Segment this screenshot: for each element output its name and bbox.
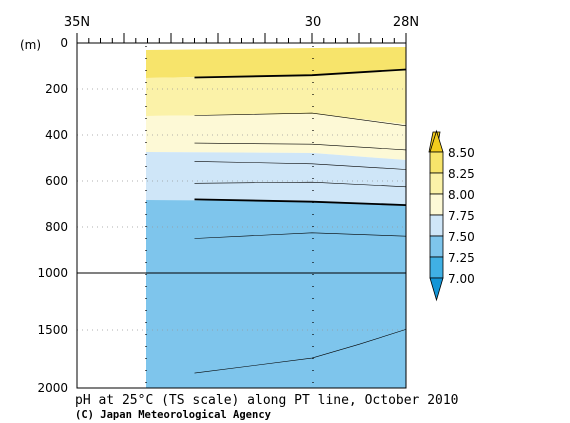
contour-line-7 — [194, 329, 407, 374]
x-tick-label-35n: 35N — [64, 15, 90, 30]
colorbar-label-8.00: 8.00 — [448, 188, 475, 202]
band-8.00-8.25 — [146, 47, 406, 78]
colorbar-labels: 8.50 8.25 8.00 7.75 7.50 7.25 7.00 — [448, 146, 475, 286]
y-tick-label-400: 400 — [45, 128, 68, 142]
y-unit-label: (m) — [20, 38, 41, 52]
colorbar-label-7.00: 7.00 — [448, 272, 475, 286]
colorbar-label-7.75: 7.75 — [448, 209, 475, 223]
y-tick-label-600: 600 — [45, 174, 68, 188]
colorbar-label-7.50: 7.50 — [448, 230, 475, 244]
color-bands — [146, 47, 406, 388]
y-tick-label-0: 0 — [60, 36, 68, 50]
contour-line-6 — [194, 232, 407, 239]
colorbar-swatch-7.50-7.75 — [429, 214, 444, 237]
y-tick-label-800: 800 — [45, 220, 68, 234]
colorbar-bottom-triangle — [429, 277, 444, 302]
contour-lines — [194, 68, 407, 374]
colorbar-swatch-8.25-8.50 — [429, 151, 444, 174]
top-tick-marks — [76, 33, 407, 43]
y-tick-label-1500: 1500 — [37, 323, 68, 337]
contour-line-0 — [194, 68, 407, 79]
band-7.75-8.00-upper — [146, 70, 406, 124]
y-tick-label-1000: 1000 — [37, 266, 68, 280]
contour-line-5 — [194, 198, 407, 206]
colorbar-swatch-7.25-7.50 — [429, 235, 444, 258]
band-7.75-8.00 — [146, 114, 406, 160]
y-tick-label-2000: 2000 — [37, 381, 68, 395]
contour-line-3 — [194, 161, 407, 170]
colorbar-label-8.25: 8.25 — [448, 167, 475, 181]
x-tick-label-28n: 28N — [393, 15, 419, 30]
chart-credit: (C) Japan Meteorological Agency — [75, 409, 272, 421]
band-7.25-7.50 — [146, 200, 406, 388]
colorbar-label-8.50: 8.50 — [448, 146, 475, 160]
contour-line-2 — [194, 142, 407, 151]
colorbar-swatch-8.00-8.25 — [429, 172, 444, 195]
band-7.50-7.75 — [146, 152, 406, 204]
chart-title: pH at 25°C (TS scale) along PT line, Oct… — [75, 393, 459, 408]
colorbar-swatch-7.00-7.25 — [429, 256, 444, 279]
x-tick-labels: 35N 30 28N — [64, 15, 419, 30]
x-tick-label-30: 30 — [305, 15, 322, 30]
colorbar-label-7.25: 7.25 — [448, 251, 475, 265]
colorbar-swatch-7.75-8.00 — [429, 193, 444, 216]
colorbar — [428, 129, 444, 302]
y-tick-label-200: 200 — [45, 82, 68, 96]
contour-line-4 — [194, 181, 407, 188]
contour-line-1 — [194, 112, 407, 127]
y-tick-labels: 0 200 400 600 800 1000 1500 2000 — [37, 36, 68, 395]
